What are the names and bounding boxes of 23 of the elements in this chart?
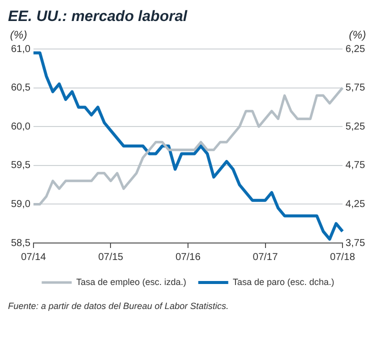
chart-title: EE. UU.: mercado laboral (8, 8, 188, 25)
y-axis-title: (%) (10, 30, 28, 42)
y2-tick-label: 3,75 (346, 238, 366, 249)
source-note: Fuente: a partir de datos del Bureau of Labor Statistics. (8, 301, 230, 311)
y-tick-label: 58,5 (10, 238, 31, 249)
x-tick-label: 07/14 (20, 252, 46, 263)
legend-label: Tasa de paro (esc. dcha.) (232, 276, 334, 287)
x-tick-label: 07/18 (330, 252, 356, 263)
legend-label: Tasa de empleo (esc. izda.) (76, 276, 186, 287)
y-tick-label: 60,5 (10, 82, 31, 94)
x-tick-label: 07/16 (175, 252, 201, 263)
y2-tick-label: 6,25 (346, 44, 366, 55)
y2-tick-label: 5,25 (346, 121, 366, 132)
y-tick-label: 60,0 (10, 121, 31, 132)
x-tick-label: 07/15 (98, 252, 124, 263)
y2-tick-label: 4,75 (346, 160, 366, 172)
y2-tick-label: 4,25 (346, 198, 366, 210)
y-tick-label: 59,5 (10, 160, 31, 172)
y-tick-label: 59,0 (10, 198, 31, 210)
y-tick-label: 61,0 (10, 44, 31, 55)
y2-tick-label: 5,75 (346, 82, 366, 94)
y2-axis-title: (%) (348, 30, 366, 42)
x-tick-label: 07/17 (252, 252, 278, 263)
